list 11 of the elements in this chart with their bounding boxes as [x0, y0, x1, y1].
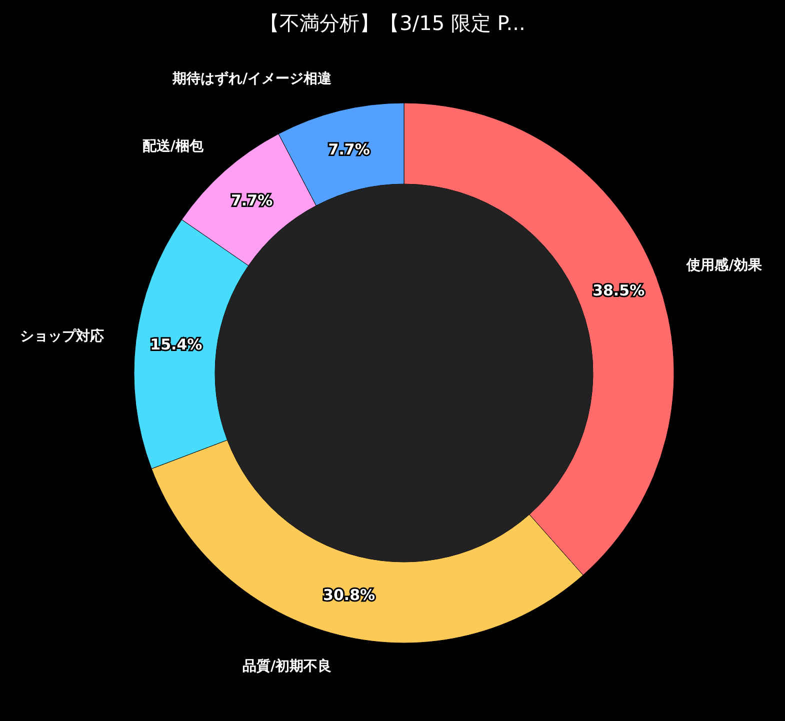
slice-label: 配送/梱包	[142, 138, 204, 154]
data-label: 30.8%	[323, 586, 376, 604]
slice-label: 期待はずれ/イメージ相違	[172, 71, 333, 88]
slice-label: ショップ対応	[20, 327, 104, 344]
chart-title: 【不満分析】【3/15 限定 P...	[260, 11, 526, 35]
slice-label: 使用感/効果	[686, 258, 763, 274]
data-label: 7.7%	[231, 191, 273, 210]
slice-label: 品質/初期不良	[242, 657, 332, 674]
data-label: 7.7%	[328, 140, 370, 158]
data-label: 15.4%	[150, 335, 202, 354]
data-label: 38.5%	[592, 282, 645, 300]
